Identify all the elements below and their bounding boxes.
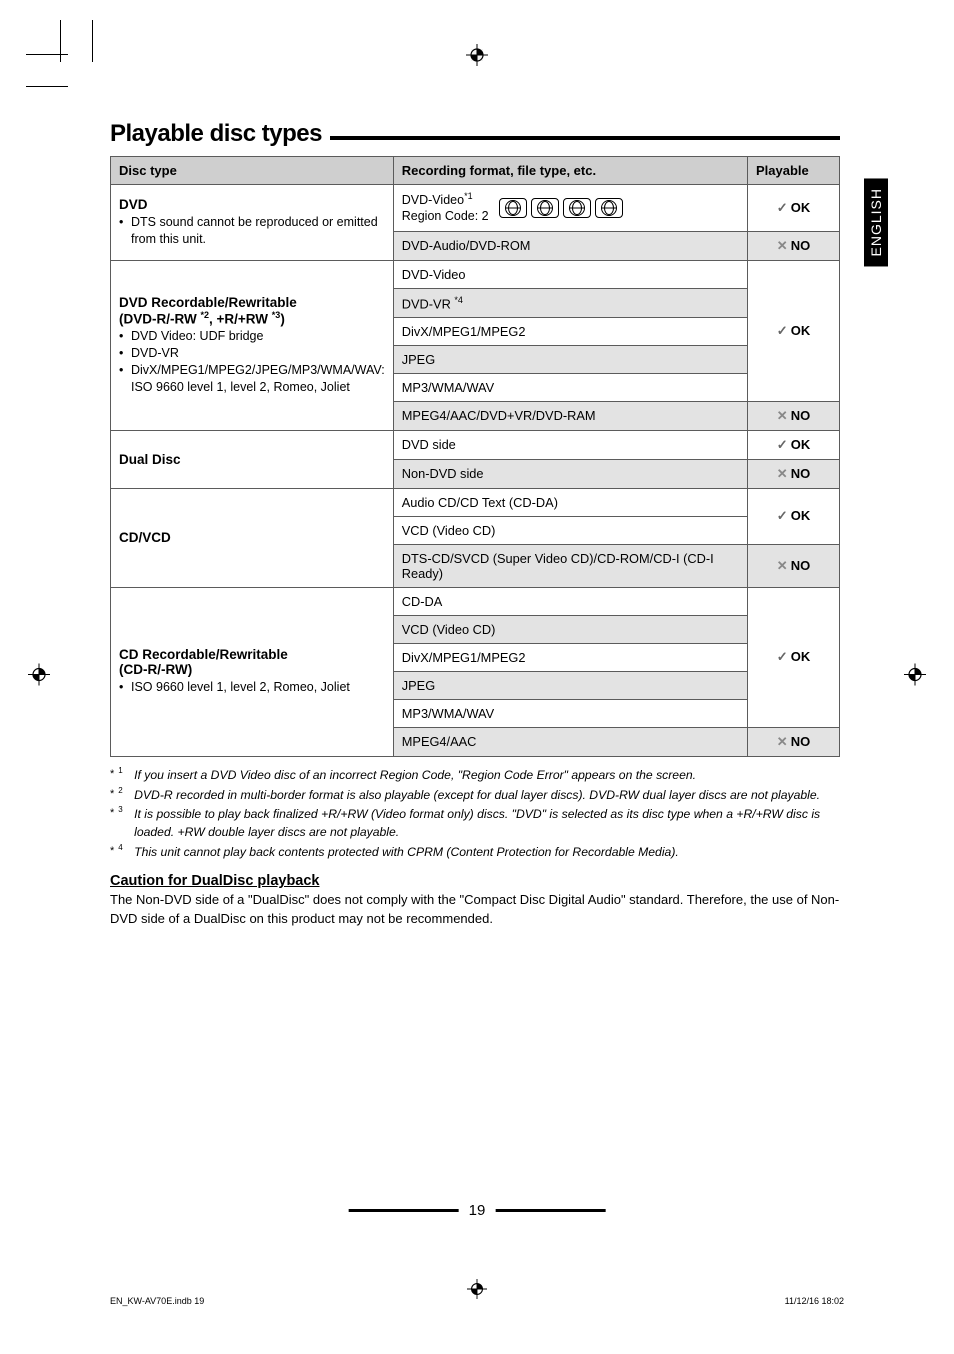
registration-mark-icon: [467, 1279, 487, 1304]
format-cell: MP3/WMA/WAV: [393, 699, 747, 727]
no-badge: NO: [777, 558, 810, 573]
list-item: DivX/MPEG1/MPEG2/JPEG/MP3/WMA/WAV: ISO 9…: [119, 362, 385, 396]
registration-mark-icon: [466, 44, 488, 71]
list-item: DVD-VR: [119, 345, 385, 362]
section-rule: [330, 136, 840, 140]
crop-mark: [26, 86, 68, 87]
globe-icon: [537, 200, 553, 216]
format-cell: DVD-Video: [393, 260, 747, 288]
list-item: DVD Video: UDF bridge: [119, 328, 385, 345]
globe-icon: [569, 200, 585, 216]
format-cell: DVD-Audio/DVD-ROM: [393, 231, 747, 260]
disc-type-cell: DVD Recordable/Rewritable (DVD-R/-RW *2,…: [111, 260, 394, 430]
globe-icon: [601, 200, 617, 216]
format-cell: Non-DVD side: [393, 459, 747, 488]
disc-type-cell: Dual Disc: [111, 430, 394, 488]
format-cell: VCD (Video CD): [393, 516, 747, 544]
registration-mark-icon: [904, 664, 926, 691]
footer-filename: EN_KW-AV70E.indb 19: [110, 1296, 204, 1306]
language-tab: ENGLISH: [864, 178, 888, 266]
ok-badge: OK: [777, 200, 810, 215]
format-cell: CD-DA: [393, 587, 747, 615]
footnote-text: DVD-R recorded in multi-border format is…: [134, 787, 820, 805]
globe-icon: [505, 200, 521, 216]
format-cell: MPEG4/AAC: [393, 727, 747, 756]
ok-badge: OK: [777, 508, 810, 523]
disc-type-cell: CD Recordable/Rewritable (CD-R/-RW) ISO …: [111, 587, 394, 756]
section-header: Playable disc types: [110, 120, 840, 148]
format-cell: JPEG: [393, 671, 747, 699]
page-number: 19: [469, 1202, 486, 1219]
format-cell: DVD-Video*1 Region Code: 2: [393, 185, 747, 232]
footer-timestamp: 11/12/16 18:02: [785, 1296, 844, 1306]
page-content: Playable disc types Disc type Recording …: [110, 120, 840, 928]
col-disc-type: Disc type: [111, 157, 394, 185]
list-item: DTS sound cannot be reproduced or emitte…: [119, 214, 385, 248]
format-cell: DVD side: [393, 430, 747, 459]
no-badge: NO: [777, 238, 810, 253]
disc-type-cell: DVD DTS sound cannot be reproduced or em…: [111, 185, 394, 261]
format-cell: DVD-VR *4: [393, 288, 747, 317]
footnote-text: This unit cannot play back contents prot…: [134, 844, 679, 862]
footnote-text: It is possible to play back finalized +R…: [134, 806, 840, 841]
disc-type-cell: CD/VCD: [111, 488, 394, 587]
footnotes: *1 If you insert a DVD Video disc of an …: [110, 767, 840, 861]
no-badge: NO: [777, 466, 810, 481]
crop-mark: [26, 54, 68, 55]
ok-badge: OK: [777, 437, 810, 452]
crop-mark: [92, 20, 93, 62]
format-cell: JPEG: [393, 345, 747, 373]
format-cell: Audio CD/CD Text (CD-DA): [393, 488, 747, 516]
page-number-row: 19: [349, 1202, 606, 1219]
caution-heading: Caution for DualDisc playback: [110, 873, 840, 889]
format-cell: DivX/MPEG1/MPEG2: [393, 317, 747, 345]
format-cell: VCD (Video CD): [393, 615, 747, 643]
footnote-text: If you insert a DVD Video disc of an inc…: [134, 767, 696, 785]
crop-mark: [60, 20, 61, 62]
ok-badge: OK: [777, 323, 810, 338]
col-format: Recording format, file type, etc.: [393, 157, 747, 185]
ok-badge: OK: [777, 649, 810, 664]
format-cell: MP3/WMA/WAV: [393, 373, 747, 401]
format-cell: DivX/MPEG1/MPEG2: [393, 643, 747, 671]
no-badge: NO: [777, 408, 810, 423]
region-code-icons: [499, 198, 623, 218]
caution-body: The Non-DVD side of a "DualDisc" does no…: [110, 891, 840, 927]
disc-types-table: Disc type Recording format, file type, e…: [110, 156, 840, 757]
list-item: ISO 9660 level 1, level 2, Romeo, Joliet: [119, 679, 385, 696]
section-title: Playable disc types: [110, 120, 322, 148]
format-cell: MPEG4/AAC/DVD+VR/DVD-RAM: [393, 401, 747, 430]
format-cell: DTS-CD/SVCD (Super Video CD)/CD-ROM/CD-I…: [393, 544, 747, 587]
col-playable: Playable: [748, 157, 840, 185]
registration-mark-icon: [28, 664, 50, 691]
no-badge: NO: [777, 734, 810, 749]
